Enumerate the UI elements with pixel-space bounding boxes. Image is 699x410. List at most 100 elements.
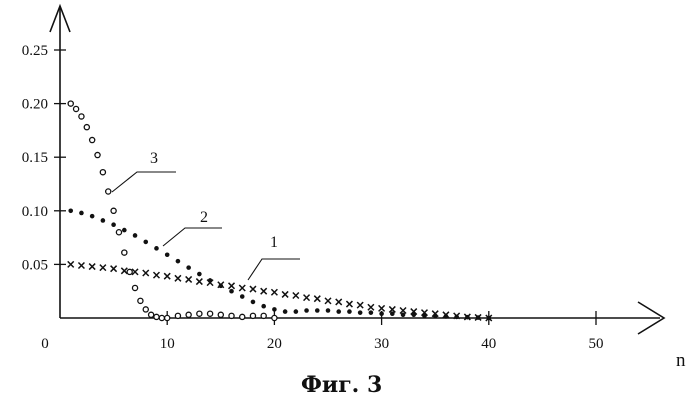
series-1-x-marker <box>357 302 363 308</box>
series-1-x-marker <box>68 261 74 267</box>
series-2-dot-marker <box>369 310 374 315</box>
y-tick-label: 0.25 <box>22 43 48 59</box>
axes: n <box>50 6 686 371</box>
series-2-dot-marker <box>336 309 341 314</box>
series-1-x-marker <box>229 283 235 289</box>
x-tick-label: 0 <box>41 336 49 352</box>
series-1-x-marker <box>164 273 170 279</box>
series-3-circle-marker <box>261 313 266 318</box>
series-3-circle-marker <box>138 298 143 303</box>
series-3-circle-marker <box>154 314 159 319</box>
series-2-dot-marker <box>422 314 427 319</box>
series-2-dot-marker <box>347 309 352 314</box>
series-1-x-marker <box>186 276 192 282</box>
series-2-dot-marker <box>444 314 449 319</box>
series-3 <box>68 101 277 321</box>
curve-3-label: 3 <box>150 150 158 167</box>
series-1-x-marker <box>143 270 149 276</box>
series-3-circle-marker <box>132 285 137 290</box>
series-layer <box>68 101 492 321</box>
series-2-dot-marker <box>176 259 181 264</box>
series-1-x-marker <box>368 304 374 310</box>
series-2-dot-marker <box>101 218 106 223</box>
series-1-x-marker <box>271 289 277 295</box>
series-2-dot-marker <box>197 272 202 277</box>
series-3-circle-marker <box>197 311 202 316</box>
series-2-dot-marker <box>326 308 331 313</box>
y-tick-label: 0.05 <box>22 257 48 273</box>
series-2-dot-marker <box>465 315 470 320</box>
series-1-x-marker <box>89 264 95 270</box>
series-1-x-marker <box>196 279 202 285</box>
series-1-x-marker <box>175 275 181 281</box>
series-3-circle-marker <box>95 152 100 157</box>
x-tick-label: 10 <box>160 336 175 352</box>
series-3-circle-marker <box>73 106 78 111</box>
curve-2-label: 2 <box>200 209 208 226</box>
series-1-x-marker <box>153 272 159 278</box>
x-tick-label: 40 <box>481 336 496 352</box>
series-3-circle-marker <box>122 250 127 255</box>
series-2-dot-marker <box>476 315 481 320</box>
series-1-x-marker <box>304 295 310 301</box>
series-3-circle-marker <box>90 137 95 142</box>
series-3-circle-marker <box>106 189 111 194</box>
series-1-x-marker <box>261 288 267 294</box>
series-1-x-marker <box>78 262 84 268</box>
series-3-circle-marker <box>84 125 89 130</box>
series-1-x-marker <box>314 296 320 302</box>
series-1-x-marker <box>250 286 256 292</box>
series-3-circle-marker <box>229 313 234 318</box>
series-3-circle-marker <box>272 315 277 320</box>
series-1-x-marker <box>325 298 331 304</box>
series-2-dot-marker <box>261 304 266 309</box>
series-2-dot-marker <box>240 294 245 299</box>
series-2-dot-marker <box>487 316 492 321</box>
series-2-dot-marker <box>229 289 234 294</box>
series-2-dot-marker <box>111 222 116 227</box>
series-2-dot-marker <box>90 214 95 219</box>
series-2-dot-marker <box>454 315 459 320</box>
series-3-circle-marker <box>240 314 245 319</box>
series-2-dot-marker <box>390 311 395 316</box>
x-tick-label: 20 <box>267 336 282 352</box>
series-2-dot-marker <box>283 309 288 314</box>
series-3-circle-marker <box>159 315 164 320</box>
series-3-circle-marker <box>165 315 170 320</box>
series-2-dot-marker <box>358 310 363 315</box>
series-2 <box>68 209 491 321</box>
series-3-circle-marker <box>111 208 116 213</box>
y-tick-label: 0.20 <box>22 97 48 113</box>
series-2-dot-marker <box>68 209 73 214</box>
series-1-x-marker <box>239 285 245 291</box>
series-3-circle-marker <box>143 307 148 312</box>
series-2-dot-marker <box>79 211 84 216</box>
x-tick-label: 30 <box>374 336 389 352</box>
series-2-dot-marker <box>272 307 277 312</box>
series-2-dot-marker <box>143 240 148 245</box>
series-2-dot-marker <box>186 265 191 270</box>
series-3-circle-marker <box>149 312 154 317</box>
series-2-dot-marker <box>165 252 170 257</box>
series-2-dot-marker <box>379 311 384 316</box>
series-3-circle-marker <box>68 101 73 106</box>
series-2-dot-marker <box>401 312 406 317</box>
y-tick-label: 0.15 <box>22 150 48 166</box>
series-1-x-marker <box>132 269 138 275</box>
series-3-circle-marker <box>79 114 84 119</box>
series-1-x-marker <box>293 292 299 298</box>
series-3-circle-marker <box>186 312 191 317</box>
series-2-dot-marker <box>315 308 320 313</box>
series-3-circle-marker <box>250 313 255 318</box>
series-1-x-marker <box>111 266 117 272</box>
series-3-circle-marker <box>218 312 223 317</box>
series-1-x-marker <box>336 299 342 305</box>
series-1-x-marker <box>379 305 385 311</box>
series-2-dot-marker <box>433 314 438 319</box>
series-3-circle-marker <box>207 311 212 316</box>
series-2-dot-marker <box>304 308 309 313</box>
series-2-dot-marker <box>251 300 256 305</box>
series-3-circle-marker <box>127 269 132 274</box>
series-3-circle-marker <box>100 170 105 175</box>
curve-3-leader <box>112 172 176 192</box>
